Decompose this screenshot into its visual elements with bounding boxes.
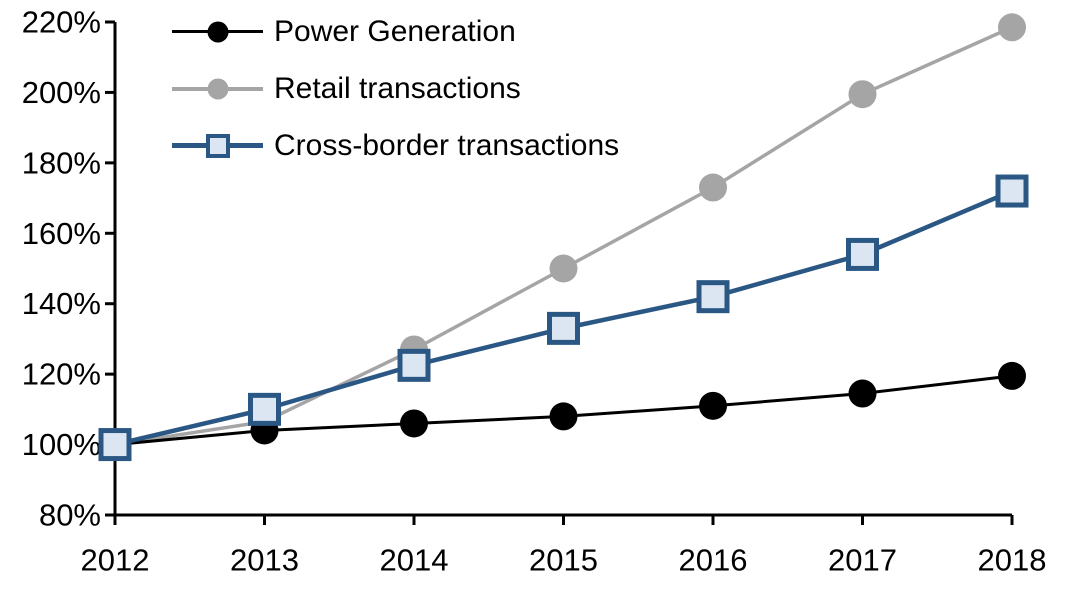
x-tick-label-2018: 2018	[978, 543, 1047, 578]
x-tick-label-2014: 2014	[380, 543, 449, 578]
black-circle-marker-icon	[207, 21, 228, 42]
x-tick-label-2013: 2013	[230, 543, 299, 578]
marker-cross-border-transactions-2017	[846, 237, 879, 271]
marker-power-generation-2017	[848, 379, 877, 408]
marker-power-generation-2018	[998, 361, 1026, 390]
marker-cross-border-transactions-2014	[397, 348, 431, 382]
y-tick-label-100: 100%	[22, 427, 101, 462]
y-tick-label-80: 80%	[39, 498, 101, 533]
marker-retail-transactions-2018	[998, 13, 1026, 42]
marker-retail-transactions-2016	[699, 173, 727, 202]
marker-cross-border-transactions-2018	[995, 174, 1029, 208]
marker-power-generation-2014	[400, 409, 428, 438]
gray-circle-marker-icon	[207, 78, 228, 99]
blue-square-marker-icon	[205, 133, 230, 158]
marker-power-generation-2015	[549, 402, 578, 431]
legend-label-cross-border-transactions: Cross-border transactions	[274, 128, 620, 162]
legend-item-power-generation: Power Generation	[172, 3, 619, 60]
legend-label-retail-transactions: Retail transactions	[274, 71, 521, 105]
marker-cross-border-transactions-2016	[696, 280, 730, 314]
marker-cross-border-transactions-2013	[248, 392, 281, 426]
power-generation-legend-marker	[172, 15, 263, 49]
y-tick-label-140: 140%	[22, 286, 101, 321]
x-tick-label-2017: 2017	[828, 543, 897, 578]
legend-item-retail-transactions: Retail transactions	[172, 60, 619, 117]
retail-transactions-legend-marker	[172, 72, 263, 106]
y-tick-label-120: 120%	[22, 357, 101, 392]
marker-retail-transactions-2015	[549, 254, 578, 283]
cross-border-transactions-legend-marker	[172, 129, 263, 163]
legend-item-cross-border-transactions: Cross-border transactions	[172, 117, 619, 174]
x-tick-label-2012: 2012	[81, 543, 150, 578]
marker-power-generation-2016	[699, 391, 727, 420]
x-tick-label-2015: 2015	[529, 543, 598, 578]
y-tick-label-200: 200%	[22, 75, 101, 110]
y-tick-label-160: 160%	[22, 216, 101, 251]
marker-cross-border-transactions-2015	[547, 311, 580, 345]
legend: Power Generation Retail transactions Cro…	[172, 3, 619, 174]
marker-cross-border-transactions-2012	[98, 428, 132, 462]
x-tick-label-2016: 2016	[679, 543, 748, 578]
y-tick-label-180: 180%	[22, 145, 101, 180]
marker-retail-transactions-2017	[848, 80, 877, 109]
y-tick-label-220: 220%	[22, 5, 101, 40]
legend-label-power-generation: Power Generation	[274, 14, 516, 48]
